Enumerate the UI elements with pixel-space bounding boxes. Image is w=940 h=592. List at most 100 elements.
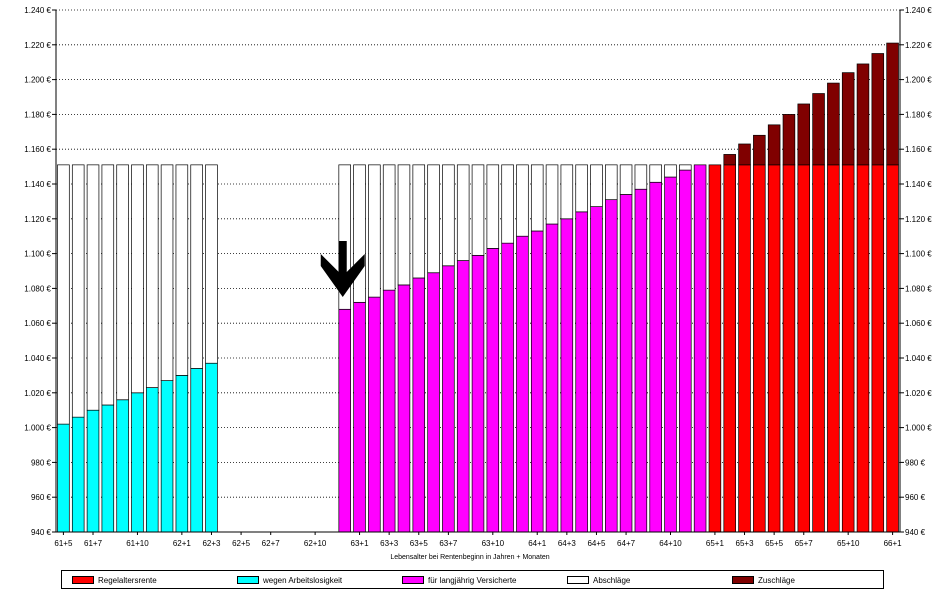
bar-f-r-langj-hrig-versicherte [634,188,648,533]
x-tick-label: 62+10 [304,539,327,548]
bar-regelaltersrente [753,164,766,533]
bar-abschl-ge [486,164,500,249]
x-tick-label: 64+3 [558,539,577,548]
y-tick-label-right: 1.080 € [905,284,932,293]
legend-item-arbeitslosigkeit: wegen Arbeitslosigkeit [237,573,342,587]
bar-f-r-langj-hrig-versicherte [619,194,633,533]
bar-regelaltersrente [738,164,751,533]
bar-f-r-langj-hrig-versicherte [693,164,707,533]
x-tick-label: 63+1 [351,539,370,548]
bar-abschl-ge [516,164,529,237]
axes [55,10,901,533]
bar-abschl-ge [649,164,662,183]
legend-item-langjaehrig: für langjährig Versicherte [402,573,517,587]
bar-f-r-langj-hrig-versicherte [486,248,500,533]
bar-f-r-langj-hrig-versicherte [679,169,692,533]
bar-f-r-langj-hrig-versicherte [530,230,544,533]
bar-zuschl-ge [738,143,751,166]
y-axis-left-ticks: 940 € 960 € 980 € 1.000 € 1.020 € 1.040 € 1.06… [24,6,56,537]
y-tick-label-left: 940 € [31,528,52,537]
bar-abschl-ge [205,164,218,364]
bar-abschl-ge [382,164,396,291]
bar-abschl-ge [501,164,514,244]
y-tick-label-right: 1.020 € [905,389,932,398]
bar-abschl-ge [545,164,559,225]
x-tick-label: 65+5 [765,539,784,548]
bar-zuschl-ge [797,103,811,166]
bar-f-r-langj-hrig-versicherte [353,301,366,533]
y-tick-label-left: 1.020 € [24,389,51,398]
bar-abschl-ge [353,164,366,303]
bar-abschl-ge [160,164,174,381]
x-axis-ticks: 61+5 61+7 61+10 62+1 62+3 62+5 62+7 62+10 63+1 63… [54,532,902,548]
bar-regelaltersrente [841,164,855,533]
y-tick-label-right: 1.060 € [905,319,932,328]
bar-abschl-ge [575,164,588,213]
y-tick-label-right: 1.000 € [905,424,932,433]
x-tick-label: 63+3 [380,539,399,548]
bar-zuschl-ge [827,82,840,166]
x-axis-title: Lebensalter bei Rentenbeginn in Jahren +… [390,554,549,561]
bar-wegen-arbeitslosigkeit [131,392,144,533]
x-tick-label: 64+1 [528,539,547,548]
y-tick-label-right: 1.140 € [905,180,932,189]
y-tick-label-left: 1.120 € [24,215,51,224]
x-tick-label: 65+3 [736,539,755,548]
bar-abschl-ge [442,164,455,267]
x-tick-label: 65+1 [706,539,725,548]
bar-wegen-arbeitslosigkeit [101,404,115,533]
legend-label-abschlaege: Abschläge [593,575,631,585]
y-tick-label-left: 1.040 € [24,354,51,363]
bar-f-r-langj-hrig-versicherte [545,223,559,533]
legend-item-zuschlaege: Zuschläge [732,573,795,587]
x-tick-label: 61+5 [54,539,73,548]
bar-zuschl-ge [886,42,899,166]
y-tick-label-right: 1.160 € [905,145,932,154]
y-tick-label-left: 1.000 € [24,424,51,433]
bar-f-r-langj-hrig-versicherte [368,296,381,533]
x-tick-label: 63+10 [482,539,505,548]
x-tick-label: 64+7 [617,539,636,548]
bar-f-r-langj-hrig-versicherte [501,242,514,533]
bar-abschl-ge [427,164,440,274]
bar-regelaltersrente [708,164,722,533]
bar-f-r-langj-hrig-versicherte [664,176,677,533]
y-tick-label-right: 1.100 € [905,250,932,259]
legend-item-regelaltersrente: Regelaltersrente [72,573,157,587]
legend-swatch-zuschlaege [732,576,754,584]
legend-swatch-abschlaege [567,576,589,584]
y-tick-label-right: 1.180 € [905,110,932,119]
bar-abschl-ge [190,164,203,369]
bar-abschl-ge [101,164,115,406]
bar-wegen-arbeitslosigkeit [116,399,129,533]
y-tick-label-right: 1.240 € [905,6,932,15]
bar-f-r-langj-hrig-versicherte [397,284,411,533]
bar-abschl-ge [338,164,351,310]
bar-f-r-langj-hrig-versicherte [605,199,618,533]
bar-abschl-ge [664,164,677,178]
bar-abschl-ge [605,164,618,201]
bar-wegen-arbeitslosigkeit [175,375,189,533]
bar-regelaltersrente [797,164,811,533]
y-tick-label-left: 1.080 € [24,284,51,293]
bar-abschl-ge [530,164,544,232]
bar-abschl-ge [456,164,470,261]
x-tick-label: 64+10 [659,539,682,548]
legend-item-abschlaege: Abschläge [567,573,630,587]
y-tick-label-left: 960 € [31,493,52,502]
bar-f-r-langj-hrig-versicherte [560,218,574,533]
bar-abschl-ge [116,164,129,401]
bar-wegen-arbeitslosigkeit [190,368,203,533]
bar-abschl-ge [57,164,70,425]
y-tick-label-right: 1.220 € [905,41,932,50]
y-tick-label-right: 940 € [905,528,926,537]
x-tick-label: 62+1 [173,539,192,548]
bar-f-r-langj-hrig-versicherte [575,211,588,533]
bar-wegen-arbeitslosigkeit [145,387,159,533]
bar-wegen-arbeitslosigkeit [57,423,70,533]
bar-regelaltersrente [723,164,736,533]
bar-regelaltersrente [886,164,899,533]
x-tick-label: 63+7 [439,539,458,548]
bar-f-r-langj-hrig-versicherte [412,277,426,533]
bar-regelaltersrente [871,164,885,533]
